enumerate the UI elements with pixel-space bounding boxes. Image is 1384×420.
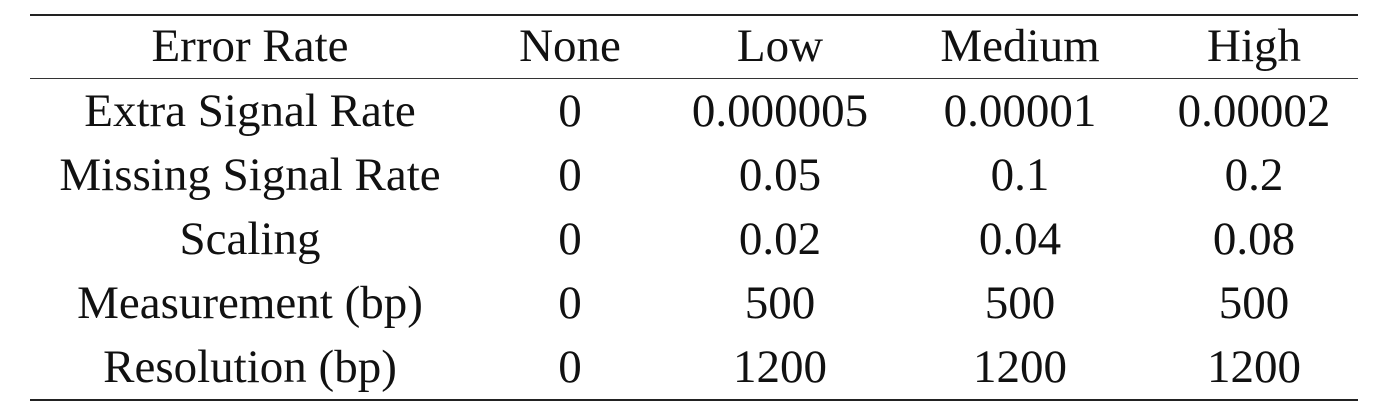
table-row: Resolution (bp) 0 1200 1200 1200 (30, 335, 1358, 399)
header-row: Error Rate None Low Medium High (30, 16, 1358, 78)
cell-none: 0 (558, 85, 582, 137)
header-cell-low: Low (736, 20, 824, 72)
row-label: Resolution (bp) (103, 341, 397, 393)
header-cell-medium: Medium (940, 20, 1100, 72)
header-cell-none: None (519, 20, 621, 72)
cell-high: 1200 (1207, 341, 1301, 393)
header-cell-error-rate: Error Rate (151, 20, 349, 72)
cell-low: 500 (744, 277, 816, 329)
row-label: Extra Signal Rate (84, 85, 416, 137)
cell-low: 0.02 (738, 213, 822, 265)
top-rule (30, 14, 1358, 16)
cell-low: 0.05 (738, 149, 822, 201)
header-rule (30, 78, 1358, 79)
table-row: Scaling 0 0.02 0.04 0.08 (30, 207, 1358, 271)
cell-high: 0.00002 (1177, 85, 1331, 137)
cell-high: 0.2 (1224, 149, 1284, 201)
table-row: Extra Signal Rate 0 0.000005 0.00001 0.0… (30, 79, 1358, 143)
cell-medium: 0.04 (978, 213, 1062, 265)
cell-medium: 0.1 (990, 149, 1050, 201)
error-rate-table: Error Rate None Low Medium High (30, 16, 1358, 78)
cell-none: 0 (558, 341, 582, 393)
cell-none: 0 (558, 149, 582, 201)
cell-medium: 0.00001 (943, 85, 1097, 137)
table-header: Error Rate None Low Medium High (30, 16, 1358, 78)
error-rate-table-body: Extra Signal Rate 0 0.000005 0.00001 0.0… (30, 79, 1358, 399)
row-label: Missing Signal Rate (59, 149, 441, 201)
cell-low: 1200 (733, 341, 827, 393)
cell-none: 0 (558, 213, 582, 265)
row-label: Scaling (179, 213, 321, 265)
cell-medium: 500 (984, 277, 1056, 329)
cell-low: 0.000005 (691, 85, 869, 137)
bottom-rule (30, 399, 1358, 401)
row-label: Measurement (bp) (77, 277, 423, 329)
header-cell-high: High (1207, 20, 1301, 72)
error-rate-table-container: Error Rate None Low Medium High Extra Si… (30, 14, 1358, 401)
cell-medium: 1200 (973, 341, 1067, 393)
table-row: Missing Signal Rate 0 0.05 0.1 0.2 (30, 143, 1358, 207)
cell-none: 0 (558, 277, 582, 329)
table-row: Measurement (bp) 0 500 500 500 (30, 271, 1358, 335)
cell-high: 0.08 (1212, 213, 1296, 265)
cell-high: 500 (1218, 277, 1290, 329)
